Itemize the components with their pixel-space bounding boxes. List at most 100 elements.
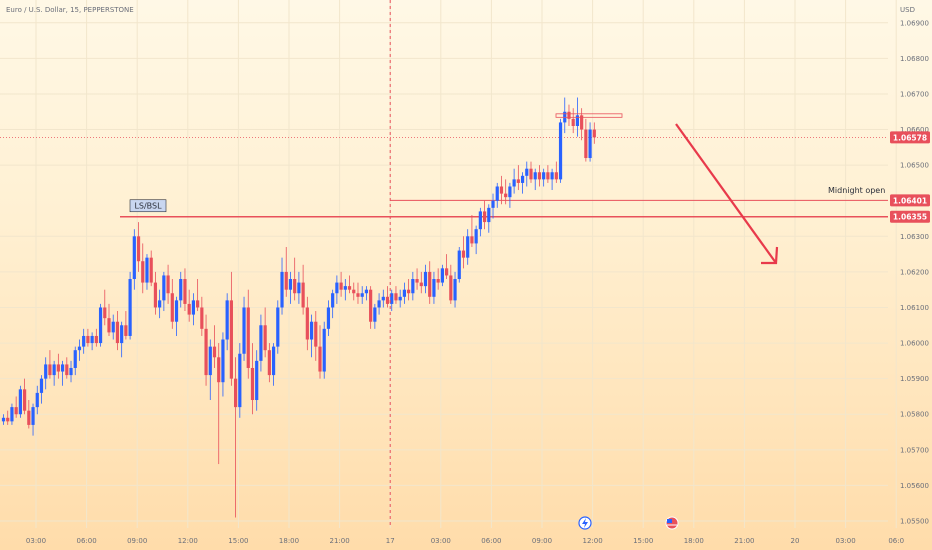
candle (238, 343, 242, 418)
x-tick-label: 18:00 (279, 537, 299, 545)
candle (31, 403, 35, 436)
candle (423, 264, 428, 294)
lightning-event-icon[interactable] (578, 516, 592, 530)
candle (390, 289, 394, 312)
candle-body (246, 307, 250, 368)
y-tick-label: 1.06500 (900, 162, 929, 170)
candle (111, 314, 115, 340)
candle-body (326, 307, 331, 329)
ls-bsl-label: LS/BSL (134, 202, 162, 211)
candle-body (385, 296, 390, 304)
candle-body (288, 279, 293, 290)
candle-body (141, 261, 145, 283)
candle-body (512, 179, 516, 187)
x-tick-label: 03:00 (836, 537, 856, 545)
down-arrow-shaft (675, 123, 777, 264)
candle-body (234, 378, 238, 408)
candle-body (60, 364, 65, 372)
candle-body (322, 328, 326, 372)
candle (10, 403, 14, 425)
candle-body (558, 122, 563, 180)
candle (322, 321, 326, 379)
candle (115, 311, 120, 351)
candle (255, 350, 259, 411)
candle (385, 286, 390, 308)
candle-body (23, 389, 27, 411)
chart-title: Euro / U.S. Dollar, 15, PEPPERSTONE (6, 6, 134, 14)
candle-body (82, 335, 86, 347)
candle-body (204, 328, 208, 376)
candle-body (432, 279, 436, 297)
candle-body (407, 289, 411, 294)
candle (187, 289, 191, 322)
x-tick-label: 12:00 (178, 537, 198, 545)
candle-body (356, 293, 360, 297)
price-tag-label: 1.06578 (893, 133, 927, 142)
supply-zone-box (555, 113, 623, 118)
candle-body (111, 321, 115, 333)
candle (499, 175, 504, 205)
candle (326, 300, 331, 336)
candle (580, 108, 584, 141)
candle (364, 286, 369, 301)
candle-body (145, 257, 149, 283)
x-tick-label: 15:00 (633, 537, 653, 545)
candle-body (352, 289, 356, 294)
candle (347, 275, 352, 294)
candle-body (314, 321, 318, 347)
candle (234, 357, 238, 518)
x-tick-label: 03:00 (26, 537, 46, 545)
candle-body (52, 364, 56, 376)
candle-body (360, 293, 364, 297)
candle-body (542, 172, 546, 180)
candle (174, 296, 179, 336)
us-flag-event-icon[interactable] (665, 516, 679, 530)
candle-body (31, 407, 35, 425)
candle-body (411, 279, 415, 294)
candle (381, 289, 385, 308)
candle-body (103, 307, 107, 319)
candle (314, 311, 318, 361)
candle-body (187, 303, 191, 315)
candle-body (423, 271, 428, 287)
candle-body (242, 307, 246, 354)
candle (512, 168, 516, 194)
candle-body (280, 271, 284, 308)
candle-body (221, 339, 225, 383)
candle (73, 346, 77, 376)
grid-layer (0, 0, 897, 528)
candle-body (48, 364, 52, 376)
candle (470, 214, 474, 247)
candle (107, 303, 111, 336)
candle-body (158, 300, 162, 308)
candle (428, 261, 432, 304)
candle-body (107, 318, 111, 333)
candle-body (331, 293, 335, 308)
candle-body (115, 321, 120, 344)
candle (18, 385, 22, 418)
candle-body (90, 335, 94, 344)
candle-body (381, 296, 385, 301)
candle (487, 204, 491, 233)
candle (520, 172, 525, 194)
candle (478, 207, 482, 237)
candle (267, 343, 271, 383)
candle (27, 400, 31, 429)
candle (297, 271, 301, 304)
price-tag-label: 1.06355 (893, 213, 927, 222)
candle (457, 246, 461, 283)
candle (550, 168, 554, 191)
candle (158, 289, 162, 319)
candle-body (588, 129, 592, 159)
candle (449, 264, 453, 304)
candle (60, 360, 65, 386)
candle-body (149, 257, 153, 283)
candle-body (398, 296, 402, 301)
candle (212, 325, 217, 368)
candle-body (504, 193, 508, 198)
candle-body (390, 293, 394, 304)
candle (86, 328, 90, 347)
candle-body (200, 307, 204, 329)
candle (335, 275, 339, 304)
candle (208, 339, 212, 401)
